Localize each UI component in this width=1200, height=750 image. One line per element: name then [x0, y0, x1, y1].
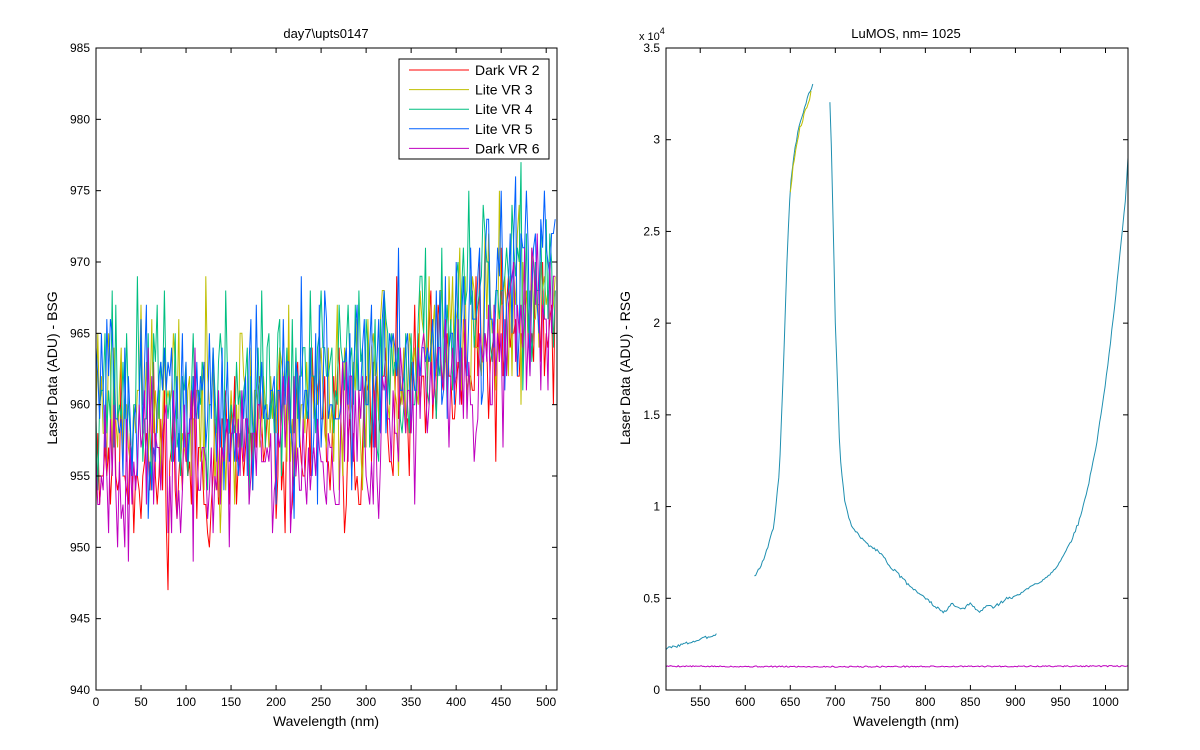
left-y-tick-label: 965	[70, 326, 90, 340]
right-y-multiplier: x 104	[639, 26, 665, 43]
right-x-tick-label: 750	[870, 695, 890, 709]
left-chart-title: day7\upts0147	[283, 26, 368, 41]
right-x-axis-label: Wavelength (nm)	[853, 713, 959, 729]
left-y-tick-label: 945	[70, 612, 90, 626]
legend-entry-2: Lite VR 3	[475, 82, 533, 98]
right-y-multiplier-exponent: 4	[660, 26, 665, 36]
right-chart-title: LuMOS, nm= 1025	[851, 26, 960, 41]
left-x-tick-label: 50	[134, 695, 148, 709]
right-series-line-1-segment-2	[754, 83, 814, 577]
right-y-tick-label: 3	[653, 133, 660, 147]
right-y-tick-label: 3.5	[643, 41, 660, 55]
left-series-group	[96, 162, 556, 591]
right-x-tick-label: 600	[735, 695, 755, 709]
left-y-tick-label: 975	[70, 184, 90, 198]
left-x-tick-label: 0	[93, 695, 100, 709]
right-y-tick-label: 1	[653, 500, 660, 514]
right-x-tick-label: 550	[690, 695, 710, 709]
right-x-tick-label: 650	[780, 695, 800, 709]
right-y-multiplier-base: x 10	[639, 31, 660, 43]
left-plot-frame	[95, 47, 558, 691]
right-y-tick-label: 2	[653, 316, 660, 330]
left-y-tick-label: 955	[70, 469, 90, 483]
right-plot-frame	[665, 47, 1129, 691]
left-x-tick-label: 350	[401, 695, 421, 709]
left-x-tick-label: 250	[311, 695, 331, 709]
left-series-line-4	[96, 176, 556, 519]
right-y-axis-label: Laser Data (ADU) - RSG	[617, 291, 633, 445]
right-series-group	[666, 83, 1128, 668]
right-x-tick-label: 700	[825, 695, 845, 709]
right-x-tick-label: 800	[915, 695, 935, 709]
left-y-tick-label: 940	[70, 683, 90, 697]
right-series-line-1-segment-1	[666, 633, 717, 650]
right-y-tick-label: 2.5	[643, 224, 660, 238]
left-x-tick-label: 500	[536, 695, 556, 709]
right-series-line-3-segment-1	[666, 665, 1128, 668]
left-y-tick-label: 980	[70, 112, 90, 126]
left-x-tick-label: 200	[266, 695, 286, 709]
left-y-tick-label: 960	[70, 398, 90, 412]
left-y-axis-label: Laser Data (ADU) - BSG	[44, 291, 60, 444]
right-series-line-2-segment-1	[789, 91, 812, 193]
left-chart: day7\upts0147 0 50 100 150 200 250 300 350 400 45…	[44, 26, 558, 729]
left-series-line-5	[96, 233, 556, 562]
left-x-tick-label: 300	[356, 695, 376, 709]
left-x-tick-label: 400	[446, 695, 466, 709]
right-series-line-1-segment-3	[829, 102, 1128, 614]
left-x-tick-label: 100	[176, 695, 196, 709]
legend-entry-4: Lite VR 5	[475, 121, 533, 137]
left-axes: 0 50 100 150 200 250 300 350 400 450 500 940 945 950 9…	[70, 41, 558, 709]
legend-entry-1: Dark VR 2	[475, 62, 540, 78]
legend: Dark VR 2 Lite VR 3 Lite VR 4 Lite VR 5 Dark…	[398, 58, 550, 160]
right-chart: LuMOS, nm= 1025 550 600 650 700 750 800 850 900…	[617, 26, 1129, 729]
right-axes: 550 600 650 700 750 800 850 900 950 1000 0 0.5 1 1.5 2…	[643, 41, 1129, 709]
left-y-tick-label: 950	[70, 540, 90, 554]
right-y-tick-label: 0	[653, 683, 660, 697]
left-x-tick-label: 150	[221, 695, 241, 709]
legend-entry-5: Dark VR 6	[475, 140, 540, 156]
right-y-tick-label: 0.5	[643, 591, 660, 605]
right-x-tick-label: 900	[1005, 695, 1025, 709]
right-y-tick-label: 1.5	[643, 408, 660, 422]
left-y-tick-label: 970	[70, 255, 90, 269]
right-x-tick-label: 850	[960, 695, 980, 709]
right-x-tick-label: 1000	[1092, 695, 1119, 709]
right-x-tick-label: 950	[1050, 695, 1070, 709]
left-x-axis-label: Wavelength (nm)	[273, 713, 379, 729]
left-x-tick-label: 450	[491, 695, 511, 709]
left-y-tick-label: 985	[70, 41, 90, 55]
legend-entry-3: Lite VR 4	[475, 101, 533, 117]
